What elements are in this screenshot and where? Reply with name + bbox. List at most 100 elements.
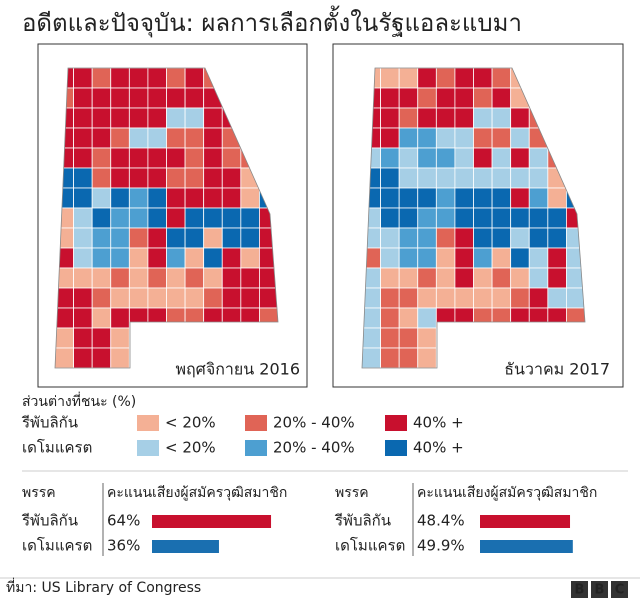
county [491,87,512,109]
map [54,67,279,369]
county [203,187,223,209]
value-label: 49.9% [417,537,465,555]
county [73,147,93,169]
party-label: เดโมแครต [22,537,92,555]
county [380,207,400,229]
county [566,107,585,129]
county [166,147,186,169]
county [528,327,549,349]
county [566,327,585,349]
county [362,68,381,89]
legend-title: ส่วนต่างที่ชนะ (%) [22,392,136,410]
county [147,87,167,109]
county [528,267,549,289]
county [417,147,437,169]
county [110,68,130,89]
county [528,187,549,209]
county [398,307,419,329]
county [566,227,585,249]
county [380,107,400,129]
county [110,87,130,109]
county [362,87,381,109]
county [510,247,530,269]
county [380,87,400,109]
county [221,147,242,169]
county [362,227,381,249]
county [259,107,278,129]
county [417,267,437,289]
county [166,247,186,269]
county [128,247,149,269]
county [510,147,530,169]
county [473,68,493,89]
county [240,127,260,149]
county [398,247,419,269]
county [362,247,381,269]
county [91,227,112,249]
bar [480,515,571,528]
county [491,267,512,289]
county [380,267,400,289]
county [184,147,205,169]
legend-swatch [385,440,407,456]
county [73,68,93,89]
county [110,187,130,209]
county [110,247,130,269]
legend-swatch [245,415,267,431]
county [128,307,149,329]
county [184,68,205,89]
county [417,127,437,149]
county [240,307,260,329]
county [510,307,530,329]
logo [571,581,628,598]
county [491,227,512,249]
county [398,87,419,109]
county [454,87,474,109]
county [547,287,567,309]
county [566,147,585,169]
county [110,307,130,329]
county [473,247,493,269]
county [454,347,474,368]
county [128,107,149,129]
county [435,307,456,329]
county [203,87,223,109]
county [491,247,512,269]
county [528,127,549,149]
county [454,187,474,209]
county [528,68,549,89]
county [55,87,74,109]
logo-letter: C [615,583,625,598]
logo-letter: B [575,583,585,598]
map [361,67,586,369]
county [147,107,167,129]
county [528,107,549,129]
county [528,307,549,329]
county [528,247,549,269]
legend-label: 40% + [413,414,464,432]
county [362,187,381,209]
county [73,127,93,149]
party-label: รีพับลิกัน [334,512,391,530]
county [110,267,130,289]
county [184,327,205,349]
county [454,247,474,269]
county [203,247,223,269]
county [362,207,381,229]
county [362,167,381,189]
county [110,167,130,189]
county [184,287,205,309]
county [473,347,493,368]
county [454,127,474,149]
county [259,287,278,309]
county [528,147,549,169]
county [380,327,400,349]
legend-party: เดโมแครต [22,439,92,457]
county [221,207,242,229]
legend-party: รีพับลิกัน [21,414,78,432]
county [398,227,419,249]
county [566,187,585,209]
county [184,87,205,109]
county [566,307,585,329]
